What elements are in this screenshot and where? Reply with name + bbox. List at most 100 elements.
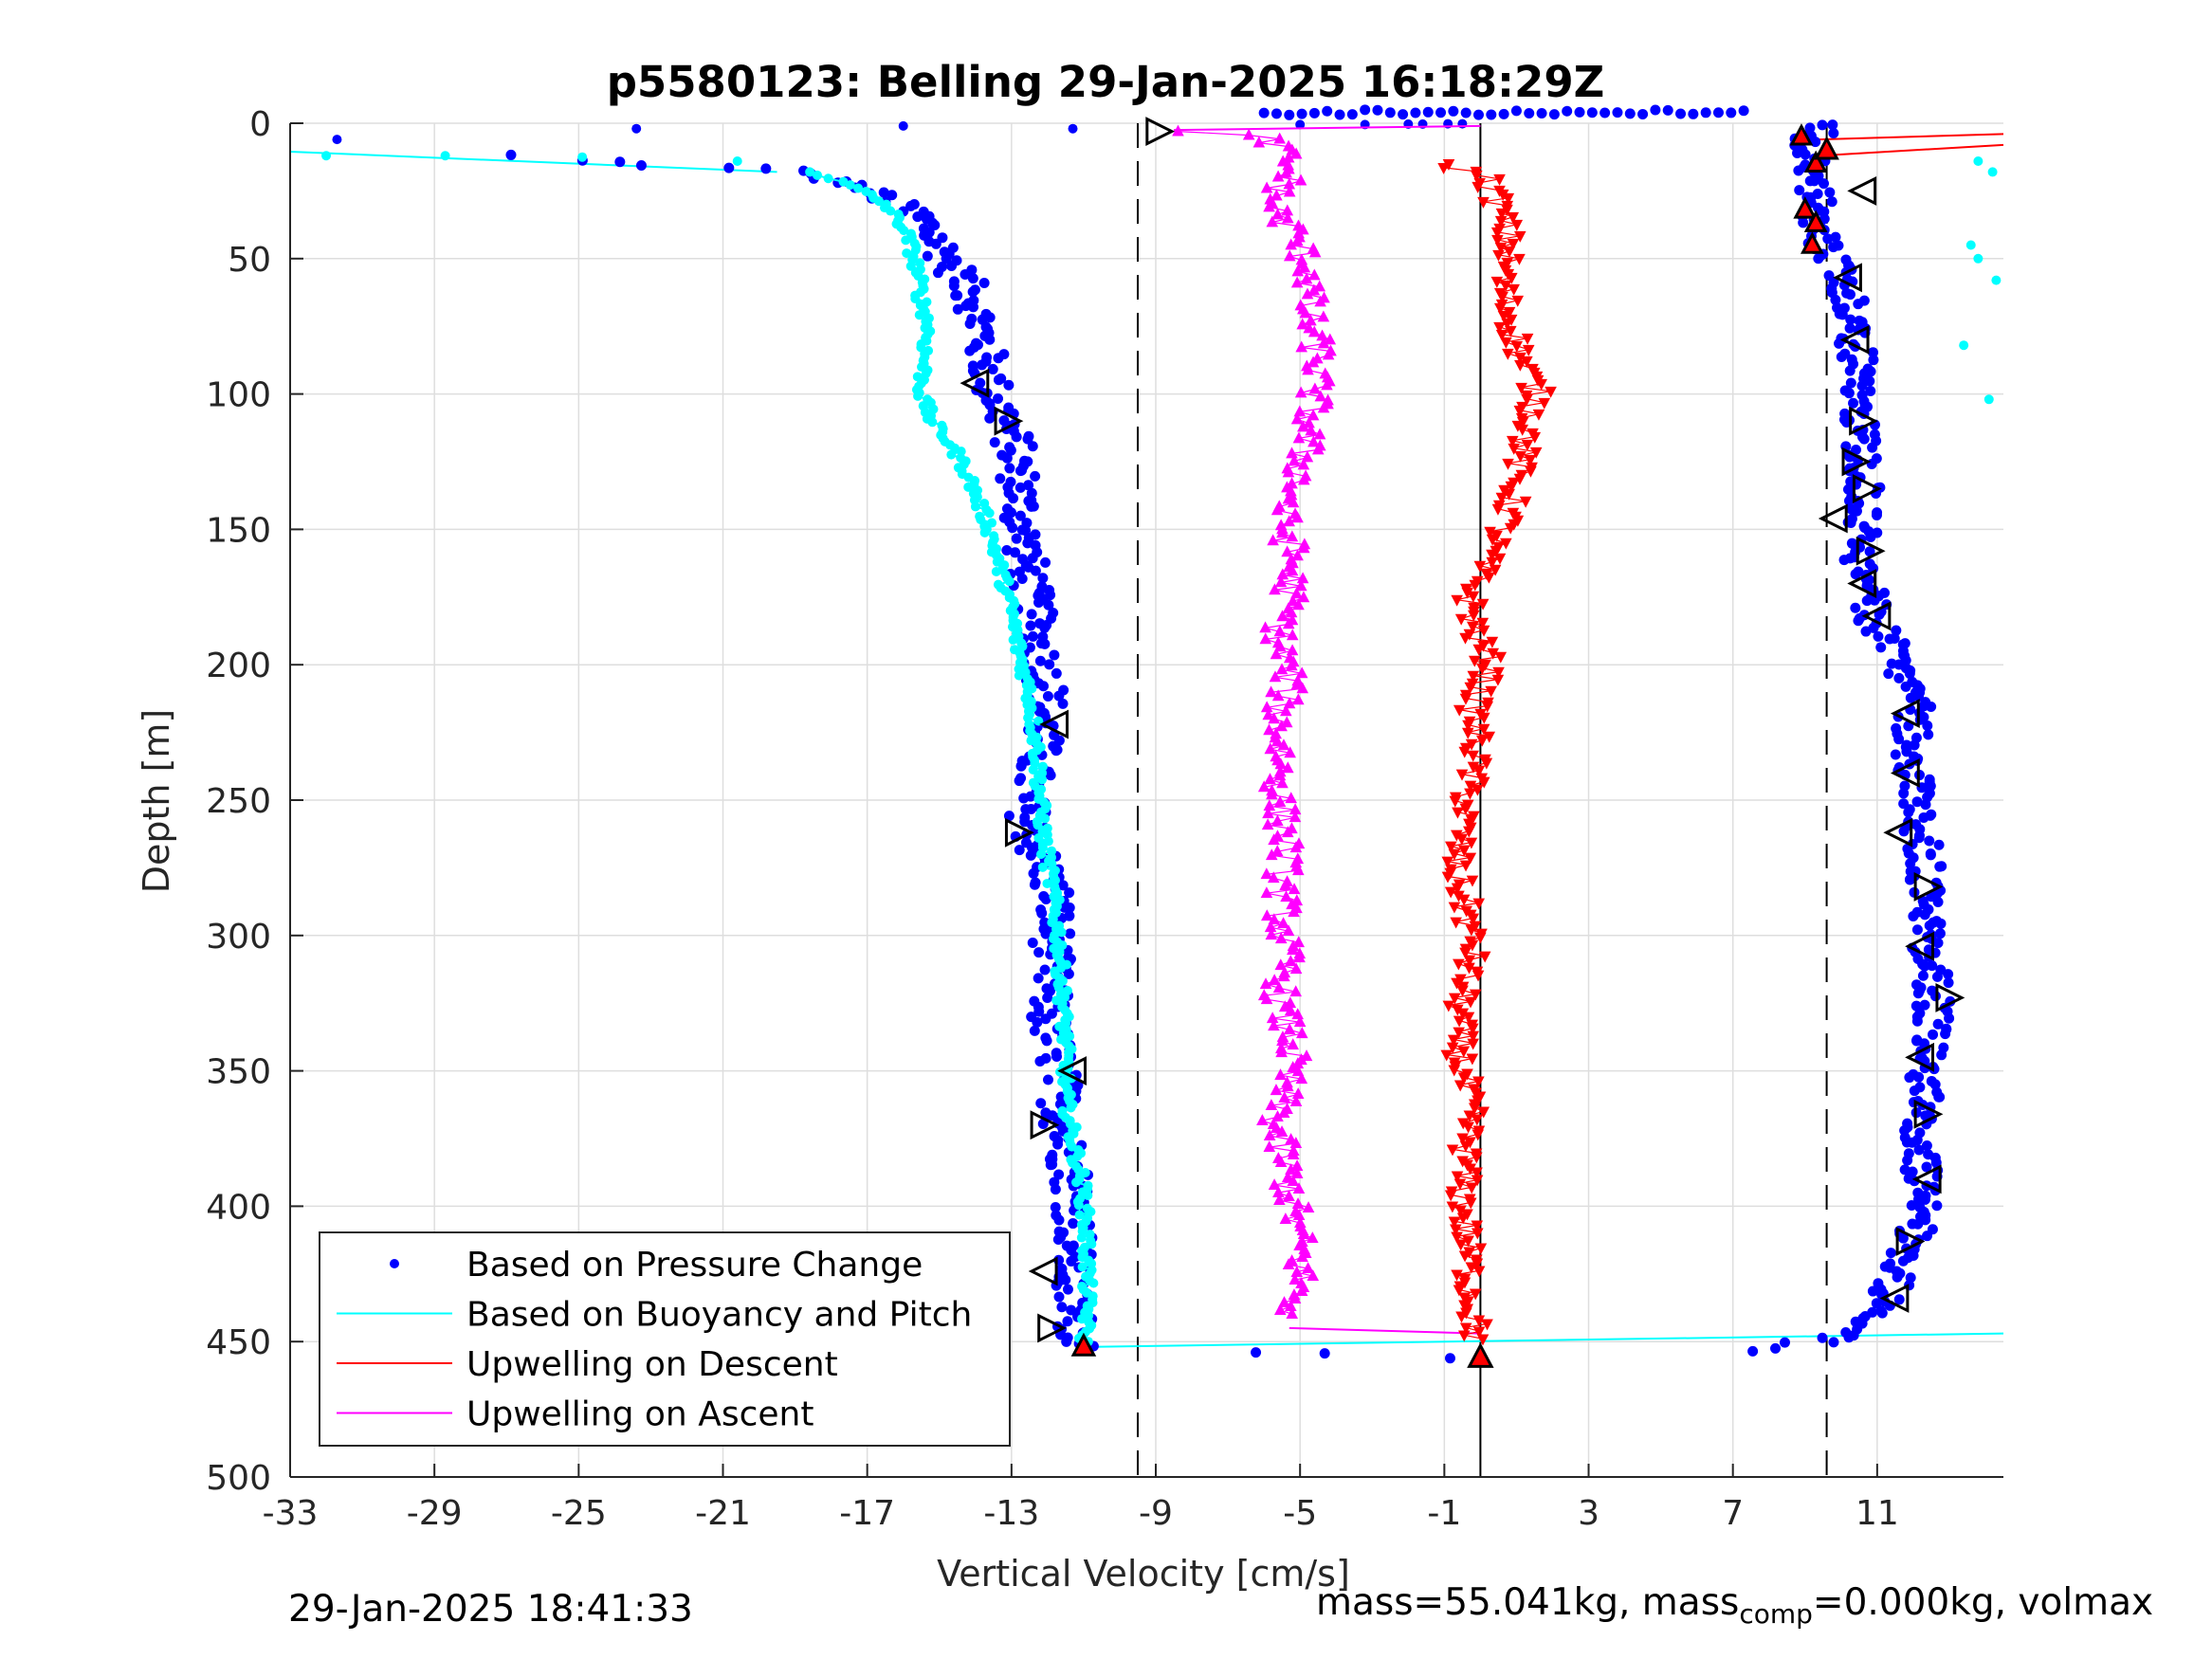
pressure-point — [1050, 1202, 1061, 1213]
pressure-point — [1045, 770, 1056, 781]
upwelling-ascent-marker — [1261, 818, 1274, 830]
pressure-point — [1907, 676, 1918, 687]
pressure-point — [1008, 493, 1019, 504]
pressure-point — [1422, 106, 1434, 118]
upwelling-ascent-marker — [1264, 742, 1277, 755]
upwelling-descent-marker — [1477, 625, 1490, 637]
pressure-point — [1867, 1306, 1878, 1318]
pressure-point — [1794, 185, 1805, 196]
upwelling-ascent-marker — [1260, 993, 1273, 1005]
pressure-point — [1864, 558, 1875, 570]
y-tick-label: 200 — [206, 647, 271, 685]
x-axis-label: Vertical Velocity [cm/s] — [937, 1553, 1350, 1595]
pressure-point — [635, 159, 647, 171]
pressure-point — [1872, 507, 1883, 519]
upwelling-ascent-marker — [1266, 215, 1279, 228]
pressure-point — [1372, 104, 1383, 116]
upwelling-descent-marker — [1496, 291, 1508, 303]
upwelling-descent-marker — [1448, 902, 1461, 914]
upwelling-descent-marker — [1496, 189, 1509, 201]
pressure-point — [1011, 533, 1022, 544]
pressure-point — [1040, 928, 1051, 939]
pressure-point — [1536, 107, 1547, 118]
pressure-point — [1486, 109, 1497, 120]
pressure-point — [1938, 1042, 1949, 1053]
pitch-marker — [1852, 474, 1882, 503]
pressure-point — [1824, 187, 1836, 198]
pressure-point — [1052, 1233, 1064, 1245]
upwelling-descent-marker — [1535, 378, 1547, 391]
upwelling-descent-marker — [1504, 325, 1517, 337]
upwelling-descent-marker — [1451, 883, 1464, 895]
pressure-point — [1034, 655, 1046, 666]
pressure-point — [1032, 1016, 1043, 1028]
upwelling-descent-marker — [1473, 560, 1487, 573]
upwelling-descent-marker — [1491, 503, 1505, 516]
upwelling-descent-marker — [1463, 1110, 1476, 1122]
pitch-marker — [1890, 699, 1920, 729]
upwelling-descent-marker — [1459, 947, 1472, 959]
upwelling-descent-marker — [1513, 473, 1526, 485]
pressure-point — [1850, 602, 1861, 613]
pressure-point — [1823, 270, 1835, 282]
upwelling-descent-marker — [1445, 841, 1457, 853]
upwelling-descent-marker — [1459, 1140, 1472, 1153]
upwelling-ascent-marker — [1276, 568, 1289, 580]
pressure-point — [1022, 538, 1033, 549]
y-tick-label: 300 — [206, 918, 271, 957]
chart-title: p5580123: Belling 29-Jan-2025 16:18:29Z — [607, 57, 1605, 107]
pressure-point — [1251, 1347, 1262, 1358]
pressure-point — [1899, 780, 1910, 792]
pressure-point — [614, 156, 626, 168]
pressure-point — [1868, 355, 1879, 366]
pressure-point — [1911, 1034, 1923, 1046]
upwelling-descent-marker — [1465, 738, 1478, 751]
upwelling-descent-marker — [1478, 951, 1491, 963]
pressure-point — [1045, 1159, 1056, 1171]
upwelling-ascent-marker — [1317, 337, 1330, 349]
upwelling-descent-marker — [1476, 663, 1489, 675]
pitch-marker — [1856, 536, 1886, 566]
pressure-point — [1872, 527, 1883, 538]
pressure-point — [1586, 107, 1598, 118]
pressure-point — [1053, 1214, 1065, 1226]
pressure-point — [932, 267, 943, 279]
pressure-point — [930, 238, 941, 249]
pressure-point — [1284, 109, 1295, 120]
pitch-marker — [1935, 983, 1965, 1012]
upwelling-ascent-marker — [1268, 712, 1281, 724]
pressure-point — [984, 334, 996, 345]
pressure-point — [1040, 894, 1051, 905]
upwelling-ascent-marker — [1283, 185, 1296, 197]
pressure-point — [1910, 979, 1922, 991]
upwelling-descent-marker — [1474, 1243, 1488, 1255]
pressure-point — [1026, 609, 1037, 620]
pressure-point — [912, 211, 923, 223]
pressure-point — [1910, 732, 1922, 743]
upwelling-ascent-marker — [1242, 128, 1255, 140]
upwelling-descent-marker — [1463, 962, 1475, 975]
upwelling-ascent-marker — [1286, 564, 1299, 576]
pressure-point — [1839, 385, 1851, 396]
pressure-point — [1927, 985, 1938, 996]
upwelling-ascent-marker — [1260, 181, 1273, 193]
upwelling-ascent-marker — [1281, 204, 1294, 216]
pressure-point — [1845, 377, 1856, 389]
pressure-point — [1065, 928, 1076, 939]
pressure-point — [1460, 107, 1472, 118]
upwelling-highlight-marker — [1467, 1342, 1494, 1368]
pressure-point — [1004, 463, 1015, 474]
pressure-point — [1043, 1074, 1054, 1085]
pressure-point — [1828, 1337, 1839, 1348]
pressure-point — [1846, 538, 1857, 549]
pressure-point — [1927, 960, 1938, 972]
upwelling-descent-marker — [1467, 621, 1479, 633]
upwelling-highlight-marker — [1814, 136, 1839, 160]
upwelling-descent-marker — [1491, 234, 1504, 246]
pressure-point — [1029, 879, 1040, 890]
legend-dot — [390, 1259, 399, 1268]
pressure-point — [1011, 431, 1022, 443]
upwelling-ascent-marker — [1286, 629, 1299, 641]
pressure-point — [952, 290, 963, 301]
upwelling-descent-marker — [1459, 803, 1472, 815]
